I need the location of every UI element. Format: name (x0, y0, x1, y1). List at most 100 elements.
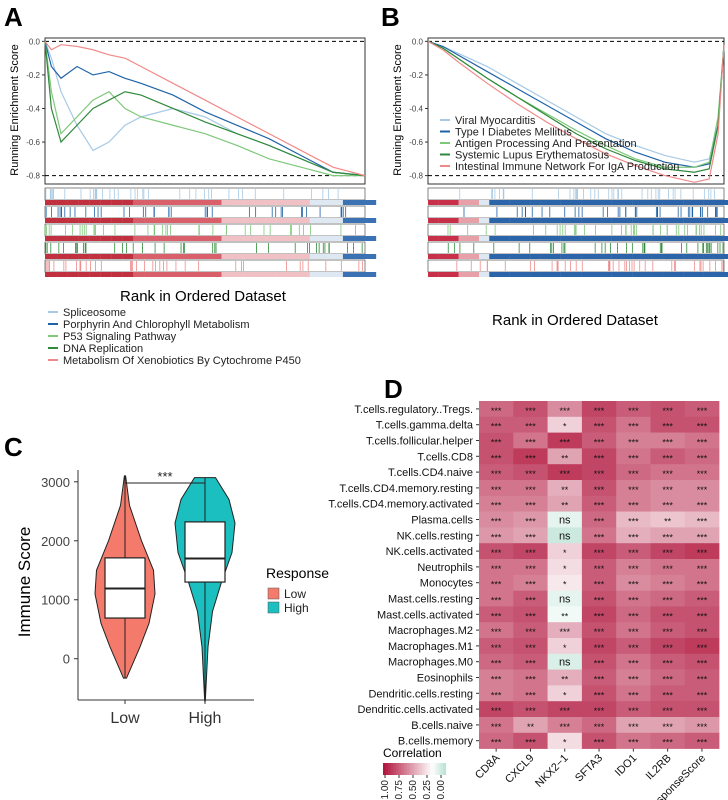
legend-gradient-seg (437, 763, 441, 775)
cell-label: *** (628, 532, 639, 542)
rank-gradient-seg (177, 272, 189, 277)
cell-label: *** (525, 690, 536, 700)
cell-label: *** (697, 690, 708, 700)
heatmap-cell (650, 480, 686, 497)
heatmap-cell (547, 653, 583, 670)
rank-gradient-seg (672, 272, 684, 277)
rank-gradient-seg (458, 218, 469, 223)
rank-gradient-seg (550, 218, 561, 223)
rank-gradient-seg (155, 254, 167, 259)
rank-gradient-seg (287, 218, 299, 223)
cell-label: *** (525, 627, 536, 637)
rank-gradient-seg (111, 254, 123, 259)
significance-label: *** (157, 469, 172, 484)
legend-gradient-seg (414, 763, 418, 775)
cell-label: *** (525, 596, 536, 606)
heatmap-cell (684, 432, 720, 449)
cell-label: *** (628, 611, 639, 621)
cell-label: *** (628, 643, 639, 653)
heatmap-cell (479, 464, 514, 481)
cell-label: *** (662, 706, 673, 716)
y-tick-label: -0.6 (26, 138, 40, 147)
rank-gradient-seg (621, 218, 633, 223)
panel-d-legend-title: Correlation (383, 746, 442, 760)
cell-label: *** (662, 501, 673, 511)
rank-gradient-seg (570, 254, 582, 259)
row-label: Dendritic.cells.resting (368, 688, 473, 700)
cell-label: *** (628, 485, 639, 495)
legend-gradient-seg (406, 763, 410, 775)
rank-gradient-seg (448, 254, 459, 259)
cell-label: *** (628, 675, 639, 685)
cell-label: *** (662, 722, 673, 732)
rank-gradient-seg (560, 200, 572, 205)
rank-gradient-seg (254, 218, 266, 223)
rank-gradient-seg (298, 254, 310, 259)
rank-gradient-seg (540, 236, 551, 241)
rank-gradient-seg (232, 218, 244, 223)
heatmap-cell (650, 416, 686, 433)
rank-gradient-seg (601, 254, 612, 259)
row-label: Mast.cells.resting (388, 594, 473, 606)
cell-label: *** (697, 596, 708, 606)
cell-label: *** (525, 643, 536, 653)
rank-gradient-seg (693, 218, 704, 223)
heatmap-cell (479, 638, 514, 655)
heatmap-cell (650, 543, 686, 560)
rank-gradient-seg (331, 200, 344, 205)
rank-gradient-seg (254, 272, 266, 277)
rank-gradient-seg (144, 218, 156, 223)
cell-label: *** (662, 485, 673, 495)
panel-letter-d: D (384, 374, 403, 404)
heatmap-cell (513, 606, 548, 623)
panel-b-plot: 0.0 -0.2 -0.4 -0.6 -0.8 Viral MyocarditisType… (409, 37, 725, 185)
rank-gradient-seg (550, 272, 561, 277)
legend-tick-label: 0.50 (408, 780, 419, 800)
cell-label: *** (491, 501, 502, 511)
cell-label: *** (628, 406, 639, 416)
heatmap-cell (513, 559, 548, 576)
heatmap-cell (650, 495, 686, 512)
rank-gradient-seg (530, 218, 541, 223)
col-label: IL2RB (644, 752, 674, 782)
heatmap-cell (684, 732, 720, 749)
rank-gradient-seg (652, 236, 663, 241)
rank-gradient-seg (489, 272, 500, 277)
enrichment-line-1 (427, 40, 725, 168)
rank-gradient-seg (468, 218, 480, 223)
rank-gradient-seg (56, 200, 68, 205)
heatmap-cell (616, 559, 651, 576)
cell-label: *** (525, 564, 536, 574)
x-tick-label: Low (110, 710, 140, 727)
rank-gradient-seg (438, 254, 449, 259)
rank-gradient-seg (177, 218, 189, 223)
rank-gradient-seg (144, 200, 156, 205)
rank-gradient-seg (342, 218, 355, 223)
heatmap-cell (616, 448, 651, 465)
cell-label: * (563, 548, 567, 558)
rank-gradient-seg (489, 218, 500, 223)
rank-gradient-seg (199, 218, 211, 223)
cell-label: *** (491, 406, 502, 416)
cell-label: ** (664, 517, 672, 527)
rank-gradient-seg (232, 272, 244, 277)
rank-gradient-seg (365, 236, 377, 241)
cell-label: *** (628, 453, 639, 463)
heatmap-cell (547, 527, 583, 544)
rank-gradient-seg (243, 254, 255, 259)
heatmap-cell (650, 559, 686, 576)
heatmap-cell (513, 416, 548, 433)
heatmap-cell (581, 590, 617, 607)
enrichment-line-4 (44, 40, 366, 177)
rank-gradient-seg (144, 272, 156, 277)
cell-label: *** (628, 738, 639, 748)
col-label: CXCL9 (503, 752, 537, 786)
legend-label-3: DNA Replication (63, 343, 143, 355)
rank-gradient-seg (530, 272, 541, 277)
row-label: Dendritic.cells.activated (357, 704, 473, 716)
rank-gradient-seg (601, 272, 612, 277)
heatmap-cell (547, 732, 583, 749)
panel-letter-a: A (4, 2, 23, 32)
rank-gradient-seg (530, 254, 541, 259)
